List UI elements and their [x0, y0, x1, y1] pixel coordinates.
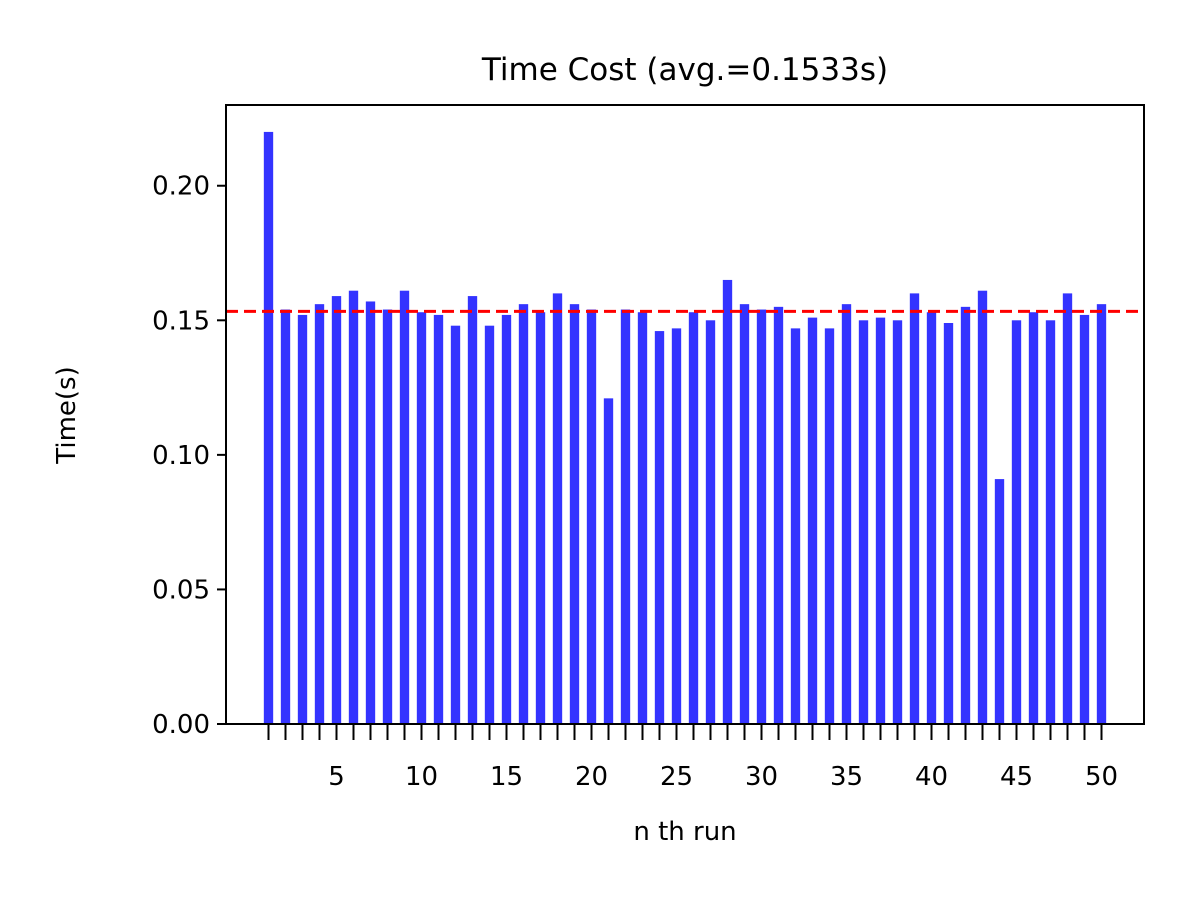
- y-tick-label: 0.15: [152, 306, 210, 336]
- bar: [637, 312, 648, 724]
- bar: [654, 331, 665, 724]
- bar: [671, 328, 682, 724]
- bar: [450, 325, 461, 724]
- x-tick-label: 30: [745, 762, 778, 792]
- bar: [297, 314, 308, 724]
- bar: [484, 325, 495, 724]
- bar: [722, 279, 733, 724]
- bar: [756, 309, 767, 724]
- bar: [263, 131, 274, 725]
- y-axis-label: Time(s): [52, 366, 82, 464]
- x-tick-label: 45: [1000, 762, 1033, 792]
- bar-group: [263, 131, 1107, 725]
- x-tick-label: 50: [1085, 762, 1118, 792]
- bar: [603, 398, 614, 724]
- bar: [382, 309, 393, 724]
- bar: [552, 293, 563, 724]
- bar: [314, 304, 325, 724]
- bar: [365, 301, 376, 724]
- bar: [620, 309, 631, 724]
- x-tick-label: 5: [328, 762, 345, 792]
- y-axis: 0.00 0.05 0.10 0.15 0.20: [152, 172, 226, 740]
- bar: [1011, 320, 1022, 724]
- x-tick-label: 10: [405, 762, 438, 792]
- bar: [1096, 304, 1107, 724]
- bar: [841, 304, 852, 724]
- bar: [858, 320, 869, 724]
- bar: [773, 306, 784, 724]
- bar: [1045, 320, 1056, 724]
- bar: [977, 290, 988, 724]
- bar: [807, 317, 818, 724]
- bar: [416, 312, 427, 724]
- x-tick-label: 20: [575, 762, 608, 792]
- bar: [433, 314, 444, 724]
- bar: [943, 322, 954, 724]
- y-tick-label: 0.20: [152, 172, 210, 202]
- bar: [586, 309, 597, 724]
- bar: [1028, 312, 1039, 724]
- x-tick-label: 15: [490, 762, 523, 792]
- bar: [824, 328, 835, 724]
- bar: [348, 290, 359, 724]
- bar: [926, 312, 937, 724]
- bar: [280, 309, 291, 724]
- bar: [875, 317, 886, 724]
- x-axis-label: n th run: [633, 817, 736, 847]
- bar: [892, 320, 903, 724]
- bar: [688, 312, 699, 724]
- x-axis: 5 10 15 20 25 30 35 40 45 50: [267, 724, 1118, 792]
- bar: [790, 328, 801, 724]
- bar: [739, 304, 750, 724]
- bar: [909, 293, 920, 724]
- bar: [467, 296, 478, 724]
- x-tick-label: 35: [830, 762, 863, 792]
- x-tick-label: 25: [660, 762, 693, 792]
- bar: [705, 320, 716, 724]
- bar: [1062, 293, 1073, 724]
- y-tick-label: 0.10: [152, 441, 210, 471]
- bar: [518, 304, 529, 724]
- bar: [569, 304, 580, 724]
- y-tick-label: 0.05: [152, 575, 210, 605]
- bar: [535, 312, 546, 724]
- x-tick-label: 40: [915, 762, 948, 792]
- axes-frame: [225, 104, 1145, 725]
- chart-title: Time Cost (avg.=0.1533s): [481, 52, 888, 88]
- bar: [960, 306, 971, 724]
- bar: [1079, 314, 1090, 724]
- bar: [994, 479, 1005, 724]
- bar: [501, 314, 512, 724]
- bar: [331, 296, 342, 724]
- y-tick-label: 0.00: [152, 710, 210, 740]
- bar: [399, 290, 410, 724]
